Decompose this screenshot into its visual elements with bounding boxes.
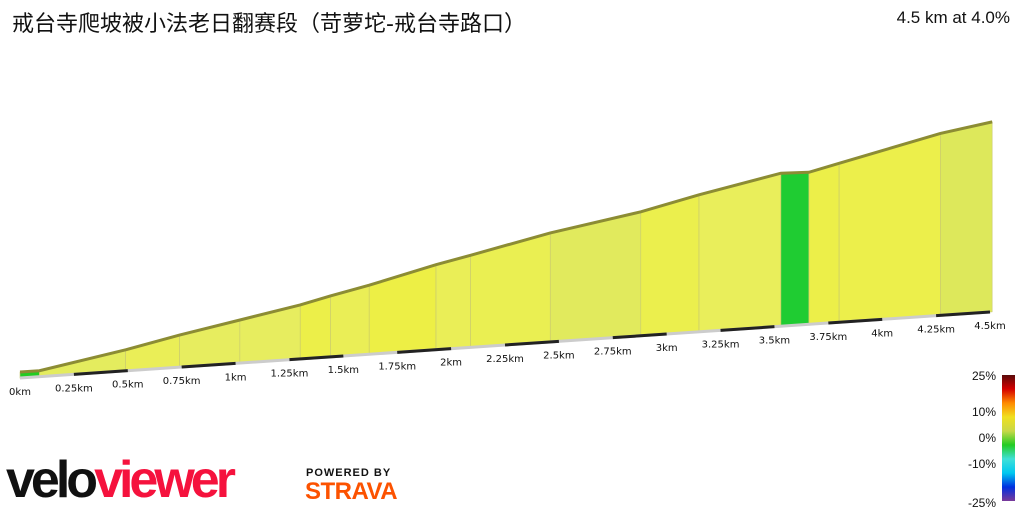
gradient-legend-bar	[1002, 375, 1015, 501]
axis-band	[612, 332, 667, 340]
distance-tick-labels: 0km 0.25km 0.5km 0.75km 1km 1.25km 1.5km 1.75km…	[9, 321, 1006, 398]
segment-title: 戒台寺爬坡被小法老日翻赛段（苛萝坨-戒台寺路口）	[12, 12, 526, 37]
axis-band	[504, 339, 559, 347]
tick-label: 0km	[9, 387, 31, 398]
gradient-segment	[470, 232, 551, 348]
tick-label: 4.25km	[917, 325, 955, 336]
tick-label: 2.75km	[594, 347, 632, 358]
gradient-segment	[125, 334, 180, 372]
gradient-segment	[435, 254, 471, 351]
gradient-segment	[780, 172, 810, 327]
axis-band	[720, 325, 775, 332]
segment-summary: 4.5 km at 4.0%	[896, 8, 1010, 27]
gradient-segment	[838, 132, 941, 323]
powered-by-label: POWERED BY	[306, 467, 392, 479]
distance-axis	[19, 310, 991, 380]
tick-label: 2.5km	[543, 350, 574, 361]
tick-label: 0.5km	[112, 380, 143, 391]
profile-top-edge	[19, 120, 993, 374]
axis-band	[181, 361, 236, 369]
legend-label: 25%	[972, 369, 996, 383]
tick-label: 3.5km	[759, 336, 790, 347]
tick-label: 0.25km	[55, 383, 93, 394]
tick-label: 0.75km	[163, 376, 201, 387]
axis-band	[397, 347, 452, 354]
legend-label: -10%	[968, 457, 996, 471]
tick-label: 1.75km	[378, 361, 416, 372]
tick-label: 4km	[871, 328, 893, 339]
axis-band	[936, 310, 991, 318]
gradient-segment	[549, 211, 642, 343]
gradient-segment	[698, 172, 782, 333]
axis-band	[828, 317, 883, 325]
axis-band	[73, 369, 128, 376]
tick-label: 1.25km	[271, 369, 309, 380]
tick-label: 4.5km	[974, 321, 1005, 332]
gradient-segment	[330, 284, 370, 358]
legend-label: -25%	[968, 496, 996, 510]
tick-label: 1km	[225, 372, 247, 383]
tick-label: 3km	[656, 343, 678, 354]
gradient-segment	[808, 162, 840, 325]
legend-label: 10%	[972, 405, 996, 419]
tick-label: 3.75km	[809, 332, 847, 343]
gradient-legend-labels: 25% 10% 0% -10% -25%	[968, 369, 996, 510]
tick-label: 3.25km	[702, 339, 740, 350]
gradient-segment	[368, 264, 437, 355]
veloviewer-logo: veloviewer	[6, 451, 236, 509]
strava-logo: STRAVA	[305, 478, 398, 505]
gradient-segment	[640, 194, 700, 337]
axis-band	[289, 354, 344, 362]
gradient-segment	[299, 295, 331, 360]
tick-label: 2km	[440, 358, 462, 369]
gradient-segment	[940, 121, 993, 316]
tick-label: 1.5km	[328, 365, 359, 376]
legend-label: 0%	[979, 431, 997, 445]
tick-label: 2.25km	[486, 354, 524, 365]
